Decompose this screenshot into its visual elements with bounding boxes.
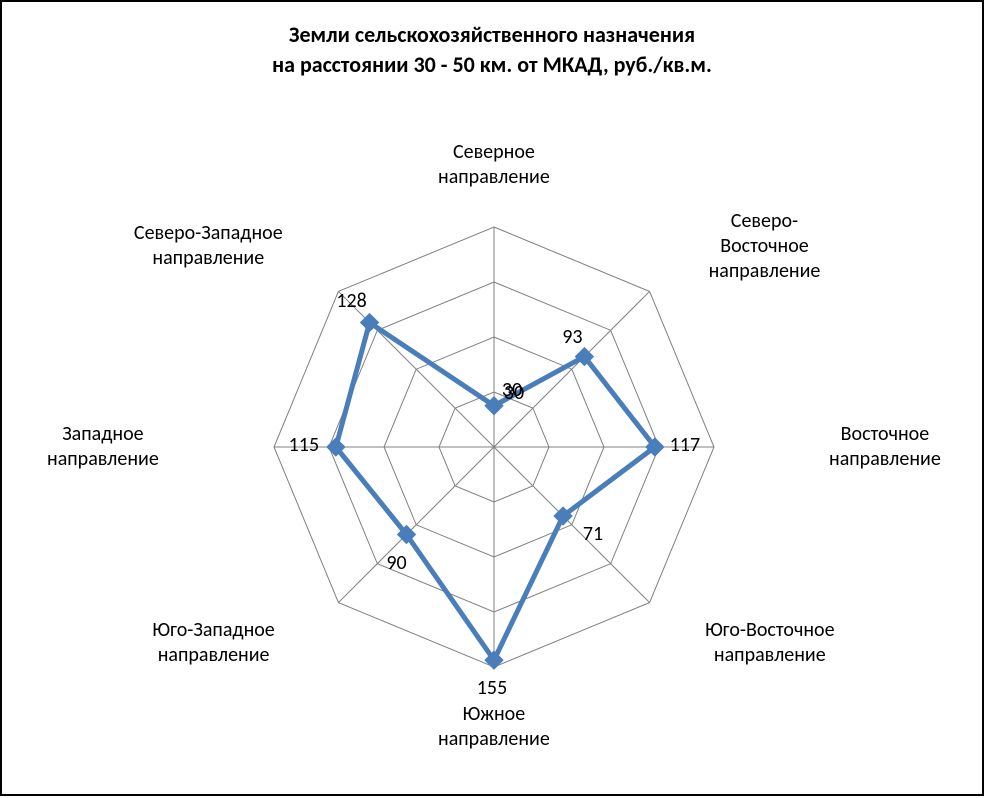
axis-label: Северо- Восточное направление [709, 209, 821, 284]
value-label: 90 [386, 551, 406, 575]
grid-spoke [338, 447, 494, 603]
axis-label: Северо-Западное направление [134, 221, 283, 271]
value-label: 155 [477, 676, 507, 700]
value-label: 115 [289, 433, 319, 457]
axis-label: Юго-Восточное направление [705, 618, 834, 668]
axis-label: Северное направление [438, 140, 550, 190]
radar-chart-container: Земли сельскохозяйственного назначенияна… [0, 0, 984, 796]
axis-label: Западное направление [47, 422, 159, 472]
center-value-label: 30 [504, 381, 524, 405]
grid-spoke [338, 291, 494, 447]
value-label: 71 [583, 522, 603, 546]
axis-label: Южное направление [438, 702, 550, 752]
axis-label: Юго-Западное направление [152, 618, 274, 668]
value-label: 93 [562, 325, 582, 349]
value-label: 117 [670, 433, 700, 457]
grid-spoke [494, 291, 650, 447]
data-series [336, 323, 655, 661]
axis-label: Восточное направление [829, 422, 941, 472]
value-label: 128 [336, 289, 366, 313]
